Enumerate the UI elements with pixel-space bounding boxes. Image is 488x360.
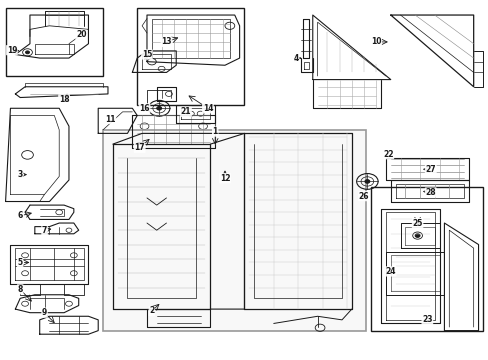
Text: 27: 27 (425, 165, 435, 174)
Text: 6: 6 (18, 211, 23, 220)
Text: 3: 3 (18, 170, 23, 179)
Text: 13: 13 (161, 37, 171, 46)
Text: 11: 11 (105, 114, 116, 123)
Text: 17: 17 (134, 143, 144, 152)
Text: 25: 25 (411, 219, 422, 228)
Circle shape (25, 51, 29, 54)
Bar (370, 187, 483, 330)
Bar (137, 8, 244, 105)
Circle shape (414, 234, 419, 237)
Text: 9: 9 (42, 308, 47, 317)
Circle shape (157, 107, 161, 110)
Text: 24: 24 (385, 267, 395, 276)
Text: 12: 12 (219, 174, 230, 183)
Text: 4: 4 (293, 54, 298, 63)
Text: 28: 28 (425, 188, 435, 197)
Text: 20: 20 (76, 30, 86, 39)
Text: 1: 1 (212, 127, 218, 136)
Text: 5: 5 (18, 258, 23, 267)
Text: 21: 21 (181, 107, 191, 116)
Text: 19: 19 (7, 46, 17, 55)
Text: 2: 2 (149, 306, 154, 315)
Circle shape (364, 180, 369, 183)
Text: 8: 8 (18, 285, 23, 294)
Text: 10: 10 (370, 37, 381, 46)
Text: 22: 22 (382, 150, 393, 159)
Text: 16: 16 (139, 104, 149, 113)
Text: 14: 14 (202, 104, 213, 113)
Text: 26: 26 (358, 192, 368, 201)
Bar (5, 8, 103, 76)
Text: 7: 7 (42, 226, 47, 235)
Bar (103, 130, 366, 330)
Text: 23: 23 (421, 315, 432, 324)
Text: 15: 15 (142, 50, 152, 59)
Text: 18: 18 (59, 95, 69, 104)
